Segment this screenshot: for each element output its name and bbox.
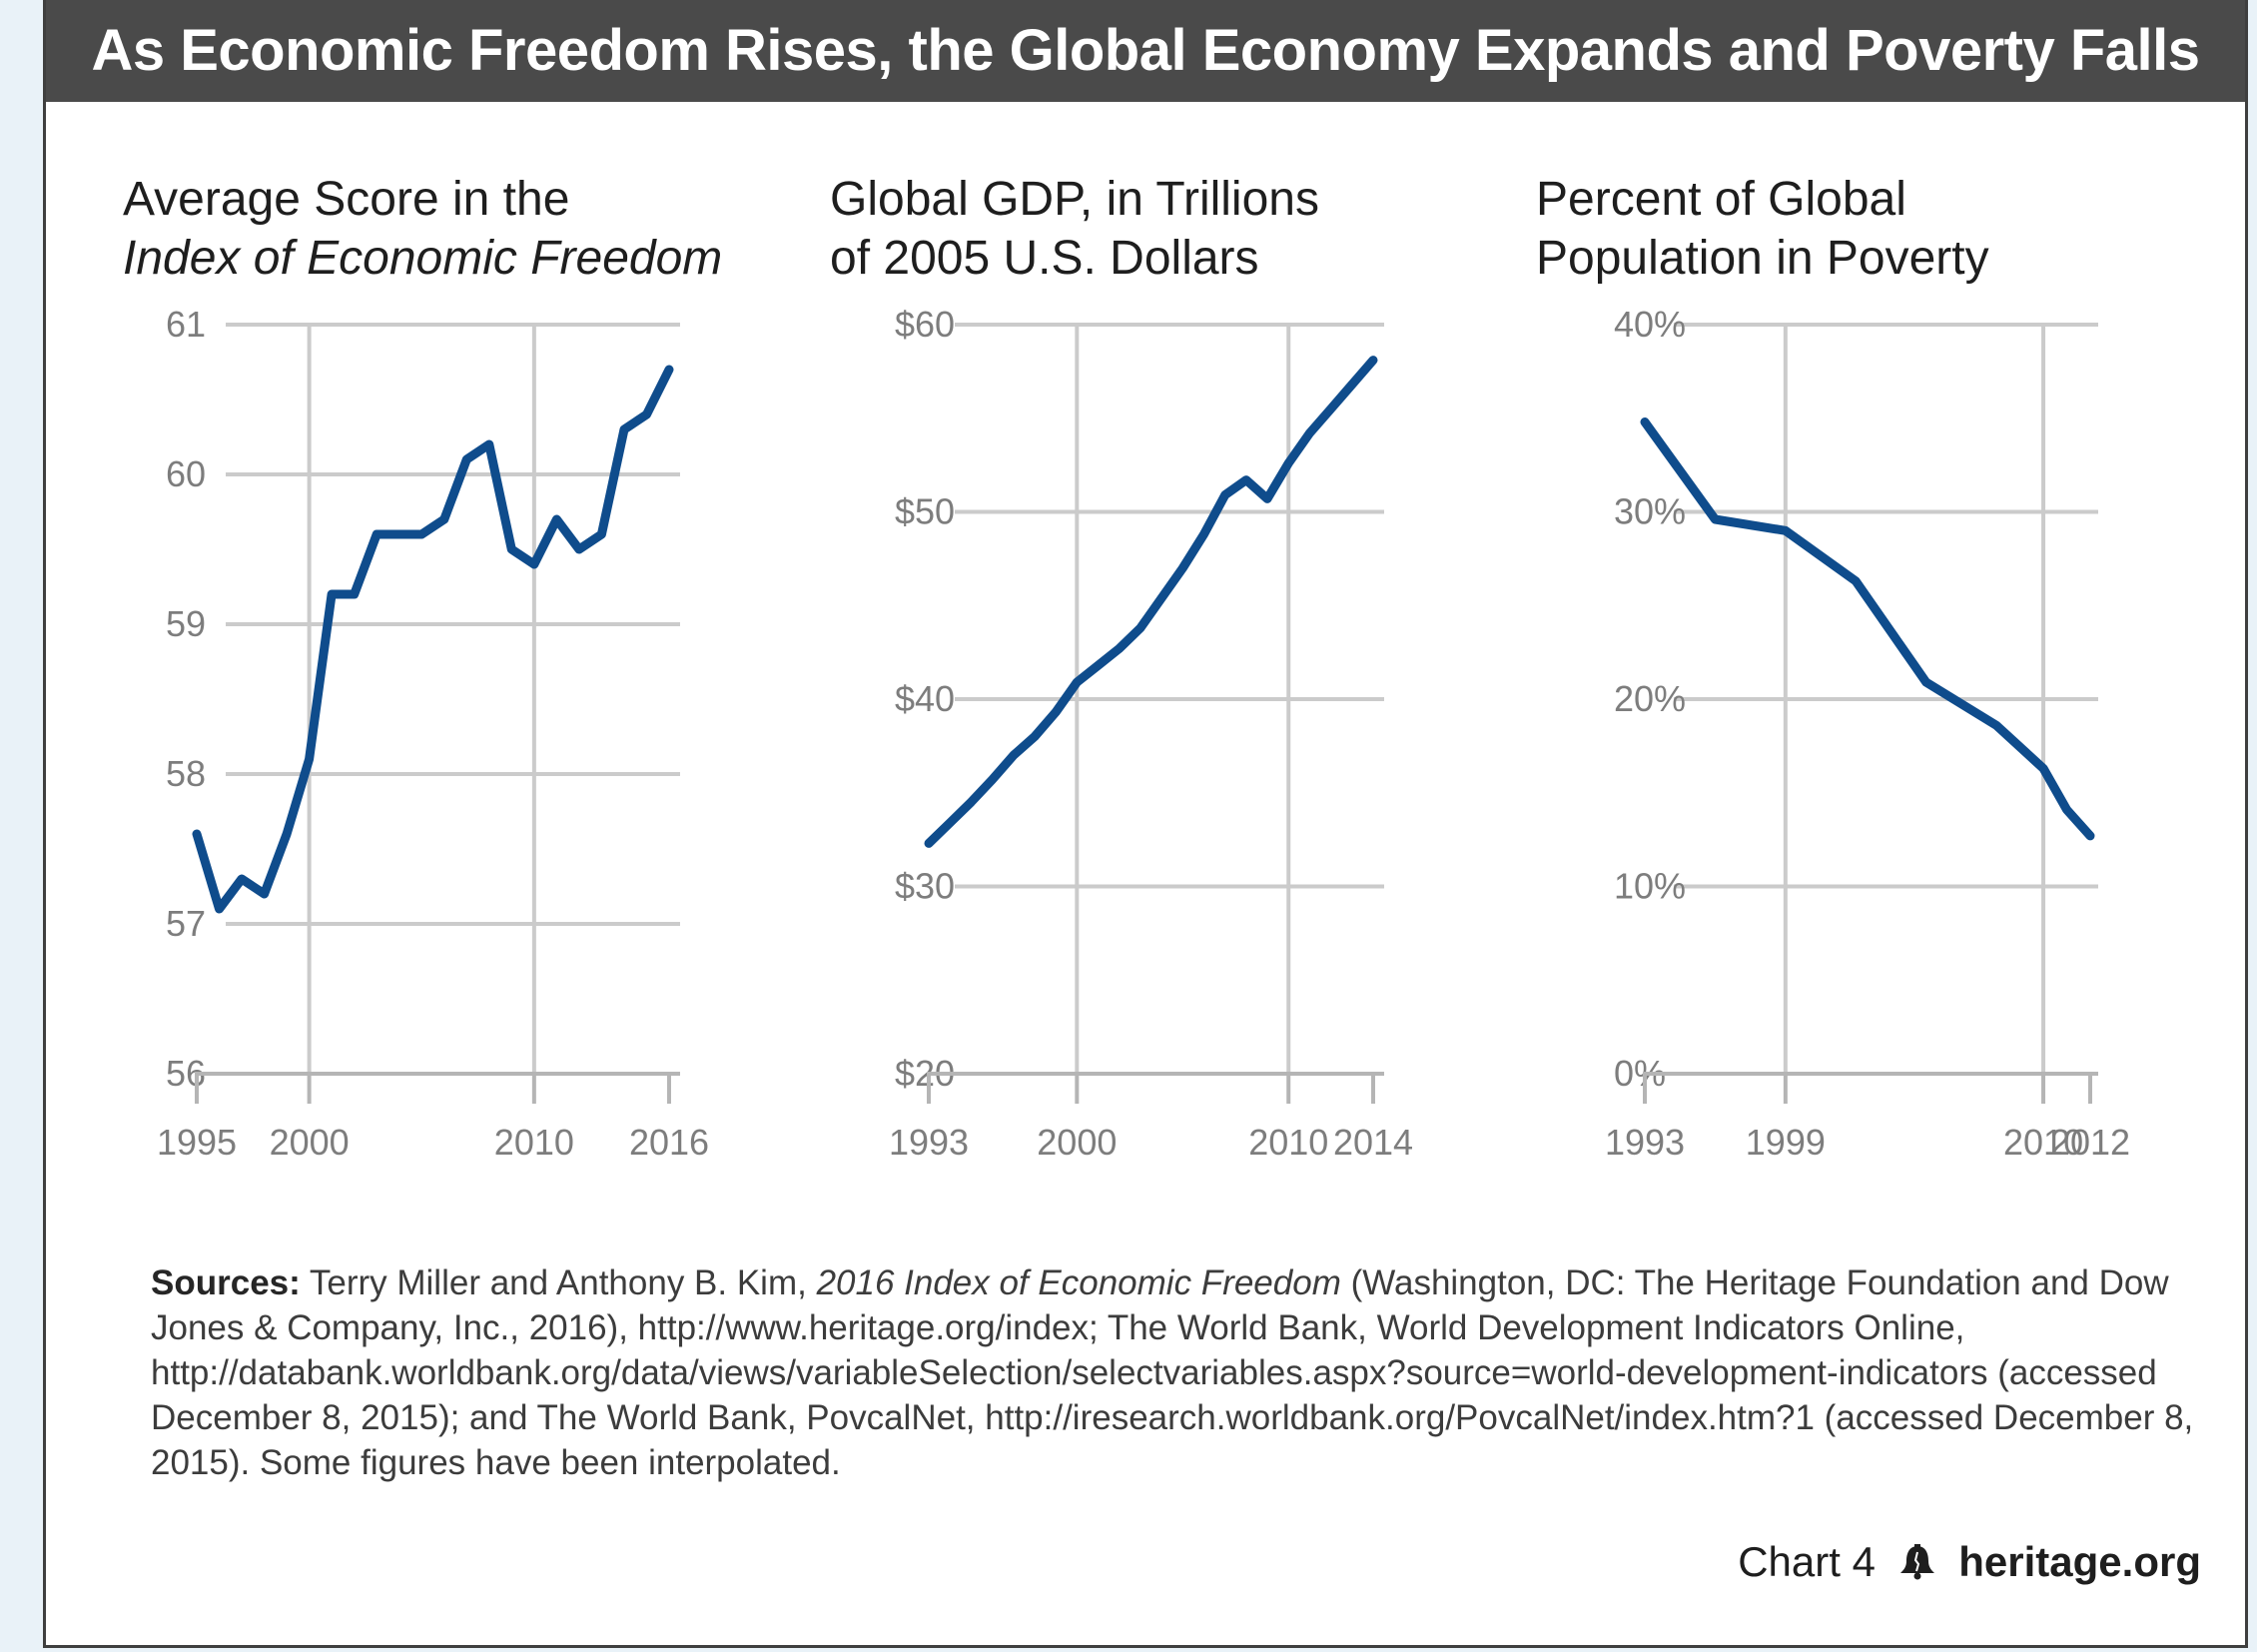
y-tick-label: 58 xyxy=(166,753,206,794)
sources-text-rest: (Washington, DC: The Heritage Foundation… xyxy=(151,1263,2194,1482)
y-tick-label: $60 xyxy=(895,304,955,345)
y-tick-label: 61 xyxy=(166,304,206,345)
chart-number: Chart 4 xyxy=(1738,1538,1876,1585)
x-tick-label: 1993 xyxy=(1605,1122,1685,1163)
chart-title-line2: Index of Economic Freedom xyxy=(123,232,722,285)
y-tick-label: 57 xyxy=(166,903,206,944)
sources-text: Terry Miller and Anthony B. Kim, xyxy=(300,1263,817,1302)
series-line xyxy=(1640,417,2095,841)
x-tick-label: 2014 xyxy=(1333,1122,1413,1163)
sources-italic-title: 2016 Index of Economic Freedom xyxy=(816,1263,1341,1302)
chart-panel-poverty: Percent of Global Population in Poverty … xyxy=(1536,173,2130,1163)
series-line xyxy=(924,356,1378,848)
site-link[interactable]: heritage.org xyxy=(1958,1538,2201,1585)
x-tick-label: 2016 xyxy=(629,1122,709,1163)
y-tick-label: 30% xyxy=(1614,491,1686,532)
chart-title-line1: Percent of Global xyxy=(1536,173,1906,226)
series-line xyxy=(192,365,674,914)
footer-credit: Chart 4 heritage.org xyxy=(1738,1538,2201,1586)
chart-panel-global-gdp: Global GDP, in Trillions of 2005 U.S. Do… xyxy=(830,173,1413,1163)
y-tick-label: $40 xyxy=(895,678,955,719)
y-tick-label: 20% xyxy=(1614,678,1686,719)
chart-panel-economic-freedom: Average Score in the Index of Economic F… xyxy=(123,173,722,1163)
y-tick-label: $50 xyxy=(895,491,955,532)
x-tick-label: 2012 xyxy=(2050,1122,2130,1163)
y-tick-label: 59 xyxy=(166,603,206,644)
y-tick-label: 40% xyxy=(1614,304,1686,345)
x-tick-label: 2010 xyxy=(494,1122,574,1163)
sources-note: Sources: Terry Miller and Anthony B. Kim… xyxy=(151,1260,2248,1485)
sources-label: Sources: xyxy=(151,1263,301,1302)
charts-svg: Average Score in the Index of Economic F… xyxy=(123,173,2130,1163)
x-tick-label: 2010 xyxy=(2003,1122,2083,1163)
x-tick-label: 2010 xyxy=(1248,1122,1328,1163)
chart-title-line1: Average Score in the xyxy=(123,173,569,226)
x-tick-label: 2000 xyxy=(270,1122,350,1163)
x-tick-label: 1993 xyxy=(889,1122,969,1163)
x-tick-label: 1995 xyxy=(157,1122,237,1163)
chart-title-line2: Population in Poverty xyxy=(1536,232,1989,285)
chart-card: As Economic Freedom Rises, the Global Ec… xyxy=(43,0,2248,1648)
x-tick-label: 1999 xyxy=(1746,1122,1826,1163)
chart-title-line2: of 2005 U.S. Dollars xyxy=(830,232,1259,285)
y-tick-label: 60 xyxy=(166,453,206,494)
y-tick-label: $30 xyxy=(895,866,955,907)
chart-title-line1: Global GDP, in Trillions xyxy=(830,173,1319,226)
liberty-bell-icon xyxy=(1899,1544,1934,1580)
y-tick-label: 10% xyxy=(1614,866,1686,907)
banner-title: As Economic Freedom Rises, the Global Ec… xyxy=(46,0,2245,102)
x-tick-label: 2000 xyxy=(1037,1122,1117,1163)
